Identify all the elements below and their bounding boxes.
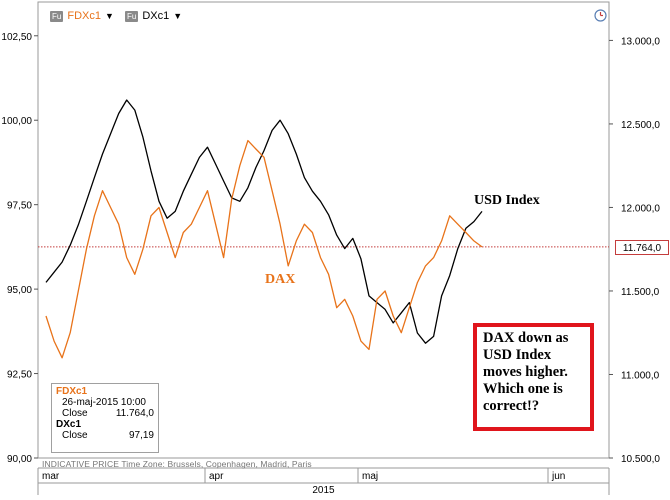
- current-price-tag: 11.764,0: [615, 240, 669, 255]
- close-label: Close: [62, 430, 88, 441]
- x-tick-label: mar: [42, 471, 60, 482]
- fdxc1-label: FDXc1: [67, 10, 101, 22]
- series1-name: FDXc1: [56, 386, 88, 397]
- info-box: FDXc1 26-maj-2015 10:00 Close 11.764,0 D…: [51, 383, 159, 453]
- left-tick-label: 97,50: [7, 201, 32, 212]
- close-label: Close: [62, 408, 88, 419]
- dxc1-label: DXc1: [142, 10, 170, 22]
- series1-close-value: 11.764,0: [115, 408, 154, 419]
- dax-line-label: DAX: [265, 272, 296, 287]
- right-tick-label: 10.500,0: [621, 454, 660, 465]
- left-tick-label: 95,00: [7, 285, 32, 296]
- info-close-row-1: Close 11.764,0: [56, 408, 154, 419]
- left-tick-label: 90,00: [7, 454, 32, 465]
- x-tick-label: apr: [209, 471, 224, 482]
- left-tick-label: 100,00: [1, 116, 32, 127]
- info-date: 26-maj-2015 10:00: [62, 397, 146, 408]
- axes: [34, 1, 613, 495]
- right-tick-label: 11.500,0: [621, 287, 660, 298]
- right-tick-label: 11.000,0: [621, 370, 660, 381]
- right-tick-label: 12.000,0: [621, 203, 660, 214]
- x-year-label: 2015: [312, 485, 335, 495]
- series2-name: DXc1: [56, 419, 82, 430]
- x-tick-label: maj: [362, 471, 378, 482]
- chevron-down-icon[interactable]: ▼: [173, 11, 183, 21]
- right-tick-label: 13.000,0: [621, 36, 660, 47]
- left-tick-label: 102,50: [1, 32, 32, 43]
- dxc1-chip[interactable]: Fu DXc1 ▼: [125, 9, 182, 23]
- fdxc1-chip[interactable]: Fu FDXc1 ▼: [50, 9, 114, 23]
- comment-text: DAX down as USD Index moves higher. Whic…: [483, 330, 569, 414]
- x-tick-label: jun: [551, 471, 565, 482]
- fu-badge: Fu: [50, 10, 64, 22]
- dax-series-line: [45, 139, 483, 359]
- series-group: [45, 99, 483, 359]
- indicative-footer: INDICATIVE PRICE Time Zone: Brussels, Co…: [42, 459, 312, 469]
- clock-icon[interactable]: [594, 9, 607, 22]
- fu-badge: Fu: [125, 10, 139, 22]
- info-date-row: 26-maj-2015 10:00: [56, 397, 154, 408]
- right-tick-label: 12.500,0: [621, 120, 660, 131]
- info-close-row-2: Close 97,19: [56, 430, 154, 441]
- series2-close-value: 97,19: [128, 430, 154, 441]
- plot-frame: [37, 1, 610, 459]
- left-tick-label: 92,50: [7, 370, 32, 381]
- usd-series-line: [45, 99, 483, 344]
- comment-box: DAX down as USD Index moves higher. Whic…: [473, 323, 594, 431]
- usd-line-label: USD Index: [474, 193, 540, 208]
- chevron-down-icon[interactable]: ▼: [104, 11, 114, 21]
- tick-labels: 102,50 100,00 97,50 95,00 92,50 90,00 13.000,0…: [1, 32, 660, 496]
